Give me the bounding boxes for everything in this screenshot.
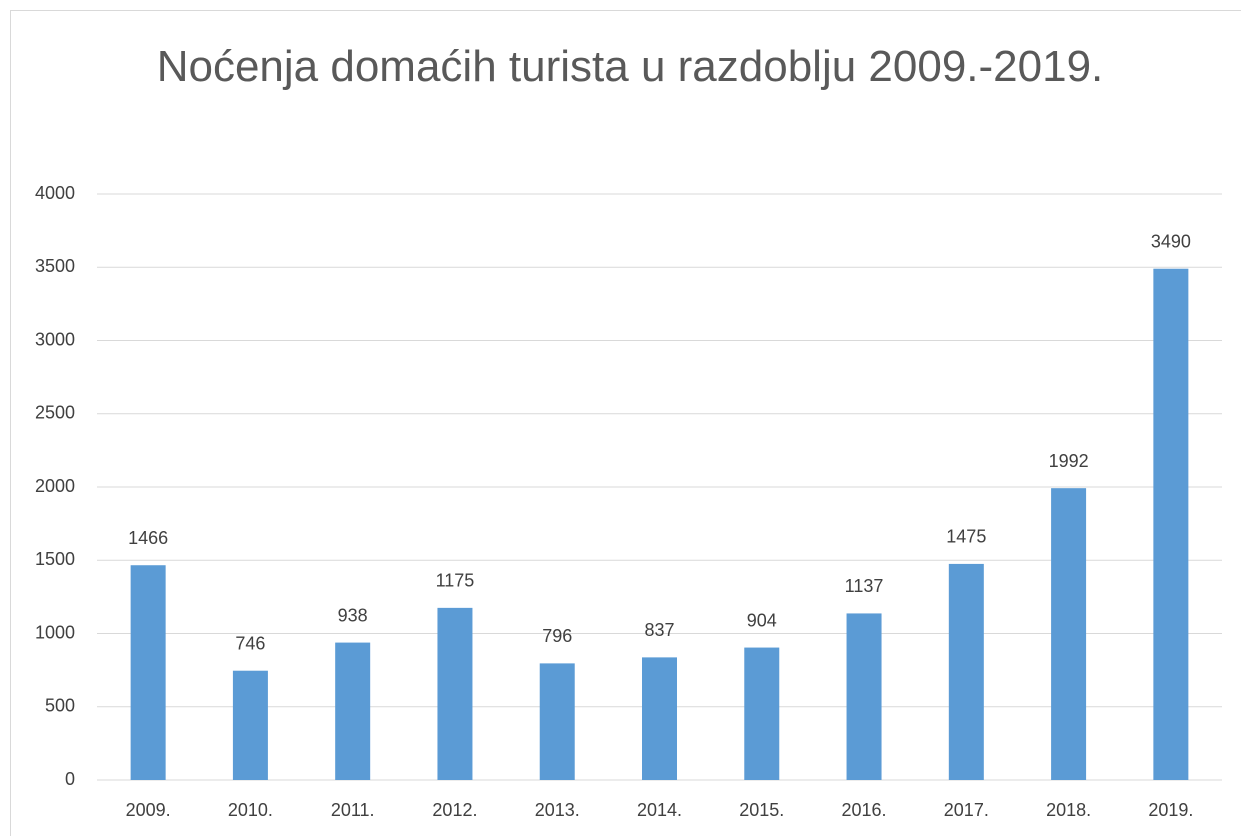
x-tick-label: 2017. <box>944 800 989 820</box>
y-tick-label: 3000 <box>35 329 75 349</box>
bar <box>744 647 780 780</box>
bar <box>539 663 575 780</box>
chart-frame <box>10 10 1241 836</box>
data-label: 746 <box>235 633 265 653</box>
data-label: 3490 <box>1151 231 1191 251</box>
x-tick-label: 2012. <box>432 800 477 820</box>
data-label: 1992 <box>1049 451 1089 471</box>
data-label: 1475 <box>946 527 986 547</box>
bar <box>232 670 268 780</box>
x-tick-label: 2015. <box>739 800 784 820</box>
bar <box>1051 488 1087 780</box>
bar <box>642 657 677 780</box>
bar <box>948 563 984 780</box>
chart-title: Noćenja domaćih turista u razdoblju 2009… <box>156 42 1104 91</box>
x-tick-label: 2018. <box>1046 800 1091 820</box>
y-tick-label: 1500 <box>35 549 75 569</box>
data-label: 796 <box>542 626 572 646</box>
y-tick-label: 0 <box>65 769 75 789</box>
y-tick-label: 2000 <box>35 476 75 496</box>
y-tick-label: 1000 <box>35 622 75 642</box>
x-tick-label: 2016. <box>842 800 887 820</box>
data-label: 1137 <box>845 576 884 596</box>
x-tick-label: 2010. <box>228 800 273 820</box>
bar <box>1153 268 1189 780</box>
y-tick-label: 2500 <box>35 403 75 423</box>
data-label: 1175 <box>436 571 475 591</box>
y-tick-label: 3500 <box>35 256 75 276</box>
data-label: 1466 <box>128 528 168 548</box>
data-label: 938 <box>338 605 368 625</box>
bar <box>437 607 473 780</box>
bar <box>130 565 166 780</box>
x-tick-label: 2013. <box>535 800 580 820</box>
bar <box>846 613 882 780</box>
x-tick-label: 2011. <box>331 800 375 820</box>
data-label: 904 <box>747 610 777 630</box>
x-tick-label: 2014. <box>637 800 682 820</box>
bar <box>335 642 371 780</box>
x-tick-label: 2019. <box>1148 800 1193 820</box>
x-tick-label: 2009. <box>126 800 171 820</box>
data-label: 837 <box>644 620 674 640</box>
y-tick-label: 500 <box>45 696 75 716</box>
y-tick-label: 4000 <box>35 183 75 203</box>
